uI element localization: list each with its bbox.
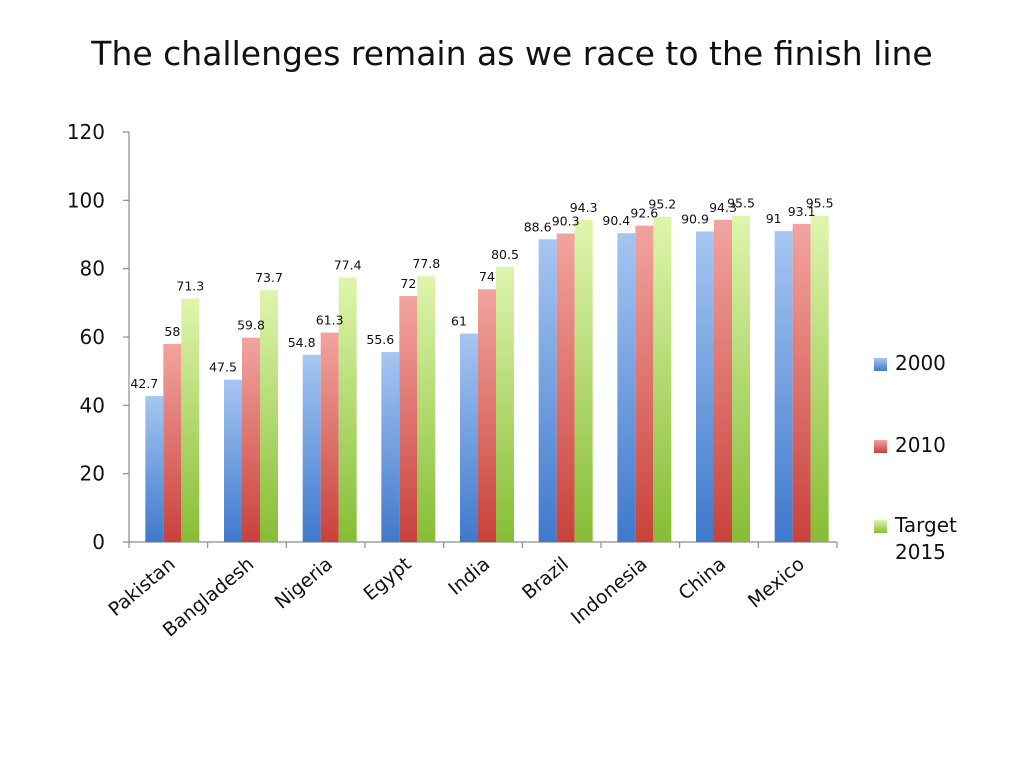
data-label: 55.6 xyxy=(366,332,394,347)
bar-brazil-2000 xyxy=(538,239,557,543)
bar-india-target-2015 xyxy=(496,266,514,542)
bar-mexico-2000 xyxy=(774,231,793,543)
bar-bangladesh-target-2015 xyxy=(260,290,278,542)
bar-nigeria-target-2015 xyxy=(338,277,357,542)
data-label: 90.9 xyxy=(681,211,709,226)
bar-brazil-target-2015 xyxy=(574,219,593,542)
bar-china-2000 xyxy=(696,231,714,543)
legend-label-target-2015: Target 2015 xyxy=(895,512,1005,566)
legend-swatch-2000 xyxy=(874,358,887,371)
bar-brazil-2010 xyxy=(556,233,575,542)
bar-bangladesh-2010 xyxy=(242,337,260,542)
data-label: 80.5 xyxy=(491,247,519,262)
y-tick-label: 0 xyxy=(92,530,105,554)
y-tick-label: 80 xyxy=(80,257,105,281)
data-label: 90.4 xyxy=(602,213,630,228)
data-label: 74 xyxy=(479,269,495,284)
bar-indonesia-target-2015 xyxy=(653,216,672,542)
data-label: 58 xyxy=(164,324,180,339)
data-label: 61 xyxy=(451,314,467,329)
bar-pakistan-2000 xyxy=(145,396,164,542)
data-label: 88.6 xyxy=(524,219,552,234)
data-label: 59.8 xyxy=(237,318,265,333)
legend-label-line: 2015 xyxy=(895,540,946,564)
bar-egypt-2000 xyxy=(381,352,400,542)
legend-swatch-target-2015 xyxy=(874,520,887,533)
bar-egypt-target-2015 xyxy=(417,276,436,542)
bars xyxy=(145,215,829,543)
bar-pakistan-2010 xyxy=(163,343,182,542)
data-label: 90.3 xyxy=(552,213,580,228)
x-tick-label: India xyxy=(444,553,494,600)
bar-india-2000 xyxy=(460,333,478,542)
data-label: 47.5 xyxy=(209,360,237,375)
x-tick-label: Indonesia xyxy=(567,553,652,629)
data-label: 73.7 xyxy=(255,270,283,285)
y-tick-label: 100 xyxy=(67,188,105,212)
data-label: 77.8 xyxy=(412,256,440,271)
data-label: 95.2 xyxy=(648,197,676,212)
data-label: 91 xyxy=(766,211,782,226)
data-label: 94.3 xyxy=(570,200,598,215)
data-label: 54.8 xyxy=(288,335,316,350)
bar-pakistan-target-2015 xyxy=(181,298,200,542)
data-label: 95.5 xyxy=(727,196,755,211)
data-label: 77.4 xyxy=(334,258,362,273)
legend-label-2010: 2010 xyxy=(895,433,946,457)
bar-egypt-2010 xyxy=(399,296,418,542)
bar-mexico-2010 xyxy=(792,223,811,543)
x-tick-label: Brazil xyxy=(518,553,573,604)
data-label: 92.6 xyxy=(630,206,658,221)
x-tick-label: Egypt xyxy=(359,553,415,605)
data-label: 93.1 xyxy=(788,204,816,219)
legend-label-2000: 2000 xyxy=(895,351,946,375)
x-tick-label: Pakistan xyxy=(104,553,179,621)
legend-label-line: Target xyxy=(895,513,957,537)
data-label: 94.3 xyxy=(709,200,737,215)
chart-title: The challenges remain as we race to the … xyxy=(91,34,933,73)
data-label: 95.5 xyxy=(806,196,834,211)
data-label: 61.3 xyxy=(316,313,344,328)
y-tick-label: 20 xyxy=(80,462,105,486)
legend-swatch-2010 xyxy=(874,440,887,453)
data-label: 71.3 xyxy=(176,278,204,293)
bar-india-2010 xyxy=(478,289,496,542)
bar-mexico-target-2015 xyxy=(810,215,829,543)
y-tick-label: 120 xyxy=(67,120,105,144)
y-tick-label: 60 xyxy=(80,325,105,349)
x-tick-label: Mexico xyxy=(744,553,809,612)
bar-indonesia-2000 xyxy=(617,233,636,542)
bar-nigeria-2000 xyxy=(302,354,321,542)
bar-indonesia-2010 xyxy=(635,225,654,542)
data-label: 72 xyxy=(400,276,416,291)
data-label: 42.7 xyxy=(130,376,158,391)
bar-bangladesh-2000 xyxy=(224,379,242,542)
value-labels: 42.7 58 71.3 47.5 59.8 73.7 54.861.3 77.4 55.6 72… xyxy=(130,196,833,391)
bar-china-2010 xyxy=(714,219,732,542)
x-tick-label: China xyxy=(674,553,730,605)
bar-nigeria-2010 xyxy=(320,332,339,542)
x-tick-label: Nigeria xyxy=(271,553,337,614)
bar-china-target-2015 xyxy=(732,215,750,543)
y-tick-label: 40 xyxy=(80,393,105,417)
